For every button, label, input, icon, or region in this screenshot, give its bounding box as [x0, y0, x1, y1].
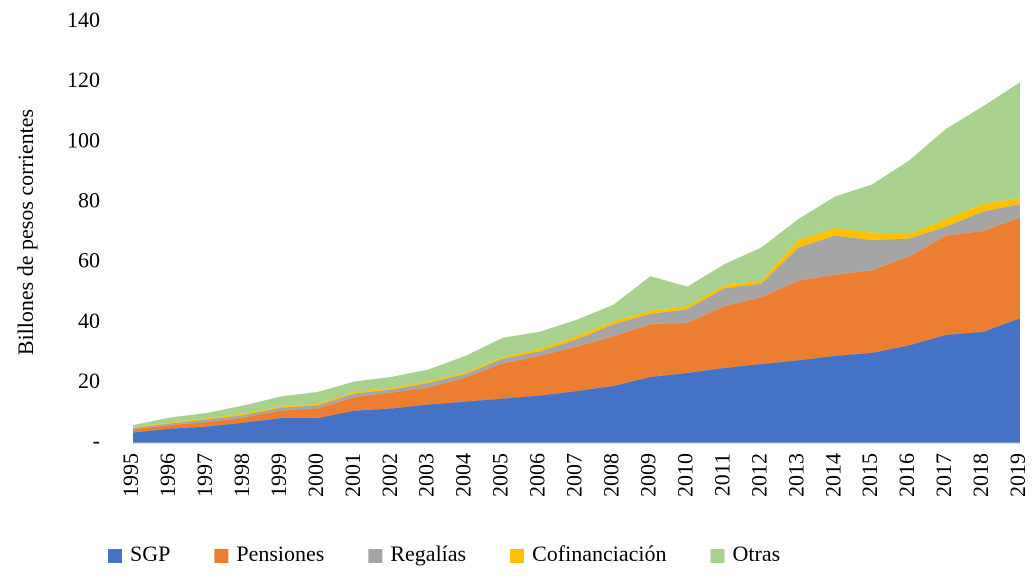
legend-swatch — [214, 549, 229, 563]
area — [133, 217, 1020, 433]
y-tick-label: 20 — [78, 368, 100, 393]
x-tick-label: 1996 — [155, 453, 180, 497]
x-tick-label: 2019 — [1005, 453, 1030, 497]
x-tick-label: 2008 — [599, 453, 624, 497]
x-tick-label: 2003 — [414, 453, 439, 497]
y-tick-label: 100 — [67, 127, 100, 152]
x-tick-label: 2015 — [857, 453, 882, 497]
y-axis-title: Billones de pesos corrientes — [13, 109, 38, 355]
y-tick-label: 40 — [78, 308, 100, 333]
x-tick-label: 2004 — [451, 453, 476, 497]
x-tick-label: 1999 — [266, 453, 291, 497]
x-tick-label: 2012 — [746, 453, 771, 497]
area — [133, 203, 1020, 430]
legend-label: SGP — [130, 541, 170, 566]
x-tick-label: 1997 — [192, 453, 217, 497]
x-tick-label: 2010 — [672, 453, 697, 497]
x-tick-label: 2005 — [488, 453, 513, 497]
legend-label: Otras — [733, 541, 781, 566]
legend-label: Regalías — [390, 541, 466, 566]
legend-swatch — [710, 549, 725, 563]
legend-swatch — [108, 549, 122, 563]
x-tick-label: 1995 — [118, 453, 143, 497]
x-tick-label: 2013 — [783, 453, 808, 497]
x-tick-label: 2000 — [303, 453, 328, 497]
y-tick-label: 140 — [67, 7, 100, 32]
x-tick-label: 2016 — [894, 453, 919, 497]
legend-label: Cofinanciación — [532, 541, 666, 566]
x-tick-label: 2002 — [377, 453, 402, 497]
y-tick-label: - — [93, 428, 100, 453]
x-tick-label: 2007 — [562, 453, 587, 497]
y-tick-label: 60 — [78, 248, 100, 273]
legend-swatch — [510, 549, 525, 563]
x-tick-label: 2006 — [525, 453, 550, 497]
x-tick-label: 2014 — [820, 453, 845, 497]
y-tick-label: 120 — [67, 67, 100, 92]
x-tick-label: 2011 — [709, 453, 734, 496]
y-tick-label: 80 — [78, 187, 100, 212]
area — [133, 318, 1020, 443]
x-tick-label: 2009 — [635, 453, 660, 497]
legend-label: Pensiones — [236, 541, 324, 566]
legend-swatch — [368, 549, 383, 563]
x-tick-label: 1998 — [229, 453, 254, 497]
x-tick-label: 2001 — [340, 453, 365, 497]
x-tick-label: 2018 — [968, 453, 993, 497]
x-tick-label: 2017 — [931, 453, 956, 497]
